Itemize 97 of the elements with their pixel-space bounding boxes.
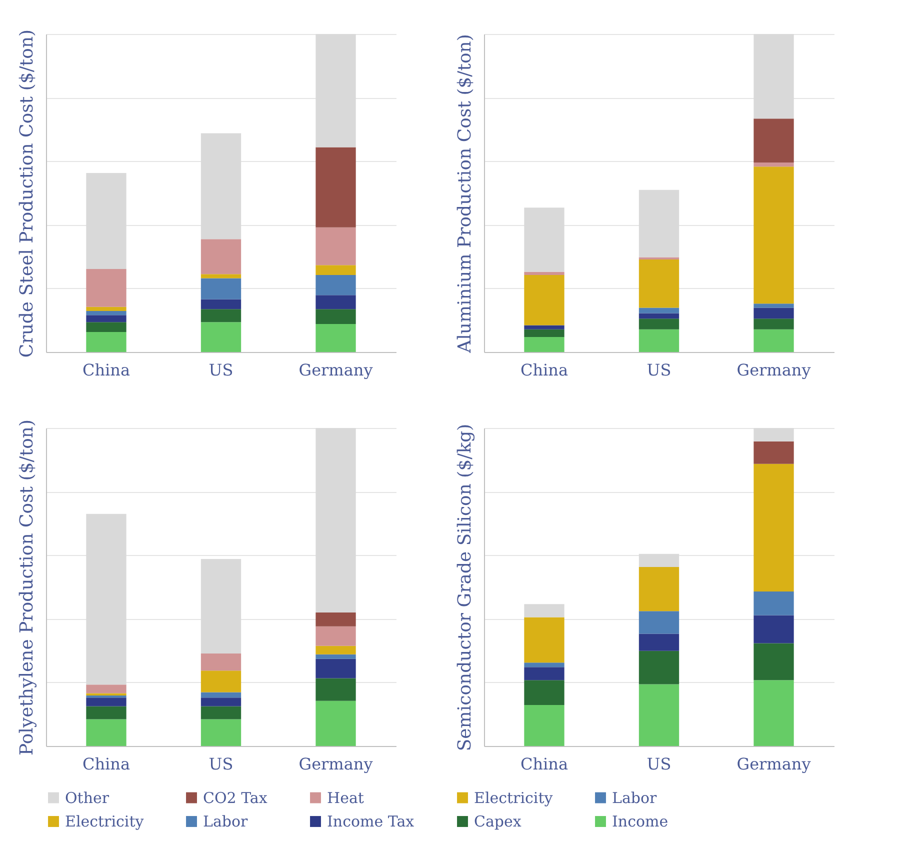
x-tick-label: US bbox=[646, 360, 672, 380]
bar bbox=[524, 617, 564, 663]
x-tick-label: US bbox=[646, 754, 672, 774]
legend-label: Labor bbox=[203, 812, 249, 830]
bar bbox=[316, 265, 356, 276]
x-tick-label: Germany bbox=[298, 360, 373, 380]
bar bbox=[316, 612, 356, 626]
bar bbox=[524, 667, 564, 680]
bar bbox=[754, 162, 794, 167]
bar bbox=[200, 274, 242, 278]
y-axis-title: Crude Steel Production Cost ($/ton) bbox=[16, 29, 38, 358]
bar bbox=[754, 118, 794, 162]
bar bbox=[638, 684, 680, 746]
bar bbox=[86, 322, 126, 332]
legend-label: Other bbox=[65, 788, 110, 807]
bar bbox=[86, 684, 126, 694]
x-tick-label: US bbox=[208, 360, 234, 380]
bar bbox=[524, 704, 564, 746]
bar bbox=[316, 654, 356, 659]
bar bbox=[316, 626, 356, 646]
bar bbox=[638, 329, 680, 352]
y-axis-title: Semiconductor Grade Silicon ($/kg) bbox=[454, 424, 476, 752]
bar bbox=[200, 322, 242, 352]
bar bbox=[86, 706, 126, 720]
bar bbox=[524, 325, 564, 330]
bar bbox=[200, 309, 242, 322]
bar bbox=[524, 604, 564, 618]
bar bbox=[200, 653, 242, 671]
bar bbox=[86, 315, 126, 322]
x-tick-label: China bbox=[82, 360, 130, 380]
bar bbox=[524, 337, 564, 352]
bar bbox=[754, 318, 794, 330]
bar bbox=[200, 692, 242, 698]
y-axis-title: Polyethylene Production Cost ($/ton) bbox=[16, 419, 38, 756]
bar bbox=[200, 299, 242, 310]
bar bbox=[524, 272, 564, 276]
bar bbox=[754, 464, 794, 592]
bar bbox=[316, 295, 356, 310]
bar bbox=[754, 166, 794, 304]
bar bbox=[86, 306, 126, 311]
bar bbox=[524, 275, 564, 326]
x-tick-label: China bbox=[520, 360, 568, 380]
bar bbox=[754, 304, 794, 308]
legend-label: Heat bbox=[327, 788, 364, 807]
bar bbox=[638, 611, 680, 634]
x-tick-label: Germany bbox=[736, 754, 811, 774]
bar bbox=[200, 278, 242, 300]
bar bbox=[754, 680, 794, 746]
x-tick-label: Germany bbox=[736, 360, 811, 380]
bar bbox=[86, 310, 126, 316]
bar bbox=[638, 318, 680, 330]
bar bbox=[638, 313, 680, 319]
x-tick-label: China bbox=[520, 754, 568, 774]
bar bbox=[86, 719, 126, 746]
x-tick-label: China bbox=[82, 754, 130, 774]
bar bbox=[200, 239, 242, 274]
legend-label: Income Tax bbox=[327, 812, 415, 830]
bar bbox=[86, 269, 126, 307]
y-axis-title: Aluminium Production Cost ($/ton) bbox=[454, 34, 476, 354]
bar bbox=[316, 646, 356, 654]
bar bbox=[316, 700, 356, 746]
bar bbox=[638, 634, 680, 651]
bar bbox=[754, 441, 794, 464]
bar bbox=[638, 259, 680, 308]
x-tick-label: Germany bbox=[298, 754, 373, 774]
bar bbox=[200, 698, 242, 706]
bar bbox=[754, 591, 794, 616]
bar bbox=[316, 147, 356, 228]
legend-label: Capex bbox=[474, 812, 522, 830]
bar bbox=[524, 329, 564, 338]
bar bbox=[316, 658, 356, 678]
bar bbox=[316, 678, 356, 701]
bar bbox=[200, 719, 242, 746]
legend-label: Electricity bbox=[65, 812, 144, 830]
x-tick-label: US bbox=[208, 754, 234, 774]
bar bbox=[86, 332, 126, 352]
bar bbox=[86, 698, 126, 706]
bar bbox=[754, 329, 794, 352]
bar bbox=[754, 308, 794, 319]
bar bbox=[638, 650, 680, 684]
bar bbox=[316, 324, 356, 352]
bar bbox=[86, 695, 126, 698]
bar bbox=[316, 227, 356, 266]
bar bbox=[524, 680, 564, 705]
bar bbox=[200, 706, 242, 720]
bar bbox=[638, 566, 680, 612]
bar bbox=[316, 309, 356, 324]
bar bbox=[200, 670, 242, 692]
bar bbox=[524, 662, 564, 668]
legend-label: CO2 Tax bbox=[203, 788, 268, 807]
legend-label: Income bbox=[612, 812, 668, 830]
legend-label: Labor bbox=[612, 788, 658, 807]
bar bbox=[754, 615, 794, 644]
bar bbox=[754, 643, 794, 680]
legend-label: Electricity bbox=[474, 788, 554, 807]
bar bbox=[638, 308, 680, 314]
bar bbox=[316, 275, 356, 296]
